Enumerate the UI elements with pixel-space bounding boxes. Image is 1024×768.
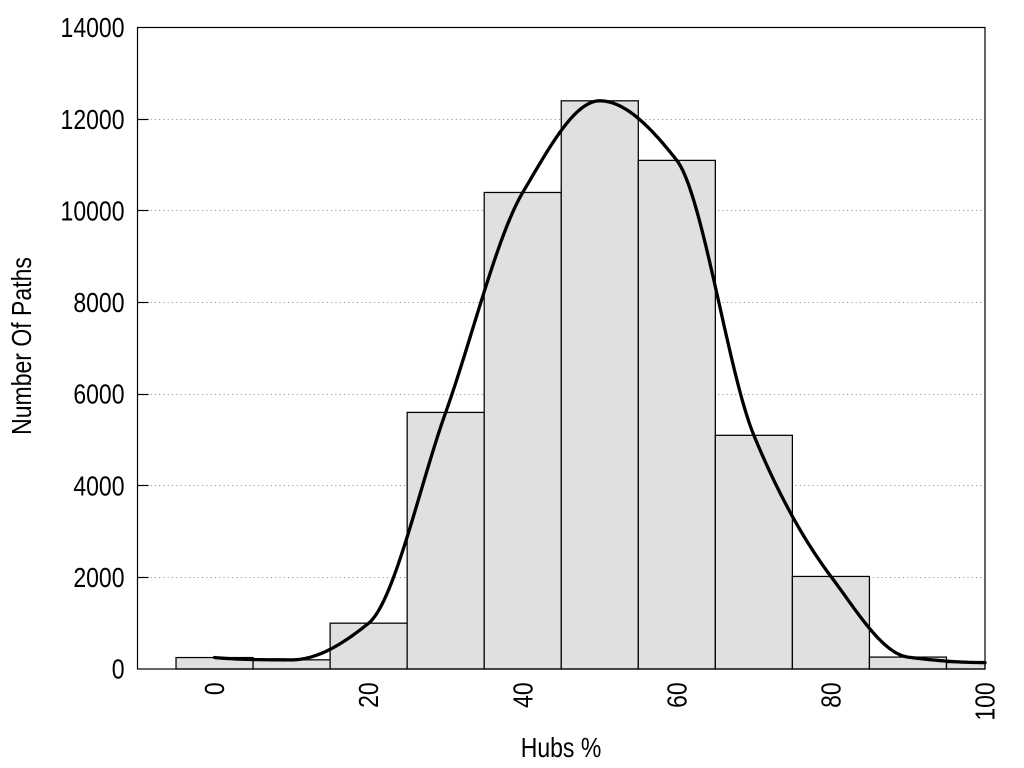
y-tick-label: 4000 — [73, 471, 124, 502]
histogram-bar — [329, 622, 408, 670]
y-axis-label: Number Of Paths — [6, 257, 37, 435]
x-tick-label: 100 — [971, 682, 1002, 720]
histogram-bar — [560, 100, 639, 670]
svg-text:20: 20 — [354, 682, 385, 708]
histogram-bar — [714, 434, 794, 670]
svg-text:100: 100 — [971, 682, 1002, 720]
svg-text:14000: 14000 — [61, 13, 125, 44]
svg-text:6000: 6000 — [73, 380, 124, 411]
svg-text:40: 40 — [508, 682, 539, 708]
svg-text:12000: 12000 — [61, 105, 125, 136]
histogram-bar — [406, 411, 485, 670]
density-curve — [212, 99, 987, 665]
svg-text:4000: 4000 — [73, 471, 124, 502]
histogram-bar — [637, 159, 716, 670]
y-tick-label: 2000 — [73, 563, 124, 594]
x-tick-label: 60 — [662, 682, 693, 708]
svg-text:2000: 2000 — [73, 563, 124, 594]
y-tick-label: 0 — [112, 655, 125, 686]
svg-text:10000: 10000 — [61, 196, 125, 227]
x-tick-label: 0 — [200, 682, 231, 695]
svg-text:60: 60 — [662, 682, 693, 708]
histogram-bar — [791, 575, 871, 670]
y-tick-label: 6000 — [73, 380, 124, 411]
svg-text:80: 80 — [816, 682, 847, 708]
svg-text:0: 0 — [112, 655, 125, 686]
svg-text:0: 0 — [200, 682, 231, 695]
y-tick-label: 12000 — [61, 105, 125, 136]
x-tick-label: 20 — [354, 682, 385, 708]
histogram-bar — [483, 191, 562, 670]
y-tick-label: 8000 — [73, 288, 124, 319]
x-tick-label: 40 — [508, 682, 539, 708]
x-axis-label: Hubs % — [520, 732, 602, 763]
x-tick-label: 80 — [816, 682, 847, 708]
svg-text:8000: 8000 — [73, 288, 124, 319]
plot-border — [136, 26, 986, 670]
y-tick-label: 10000 — [61, 196, 125, 227]
y-tick-label: 14000 — [61, 13, 125, 44]
